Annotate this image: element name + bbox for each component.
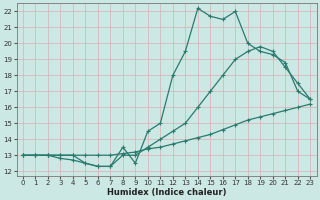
X-axis label: Humidex (Indice chaleur): Humidex (Indice chaleur) — [107, 188, 226, 197]
